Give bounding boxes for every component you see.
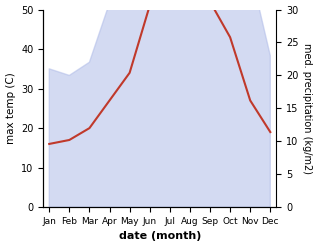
X-axis label: date (month): date (month) bbox=[119, 231, 201, 242]
Y-axis label: max temp (C): max temp (C) bbox=[5, 72, 16, 144]
Y-axis label: med. precipitation (kg/m2): med. precipitation (kg/m2) bbox=[302, 43, 313, 174]
